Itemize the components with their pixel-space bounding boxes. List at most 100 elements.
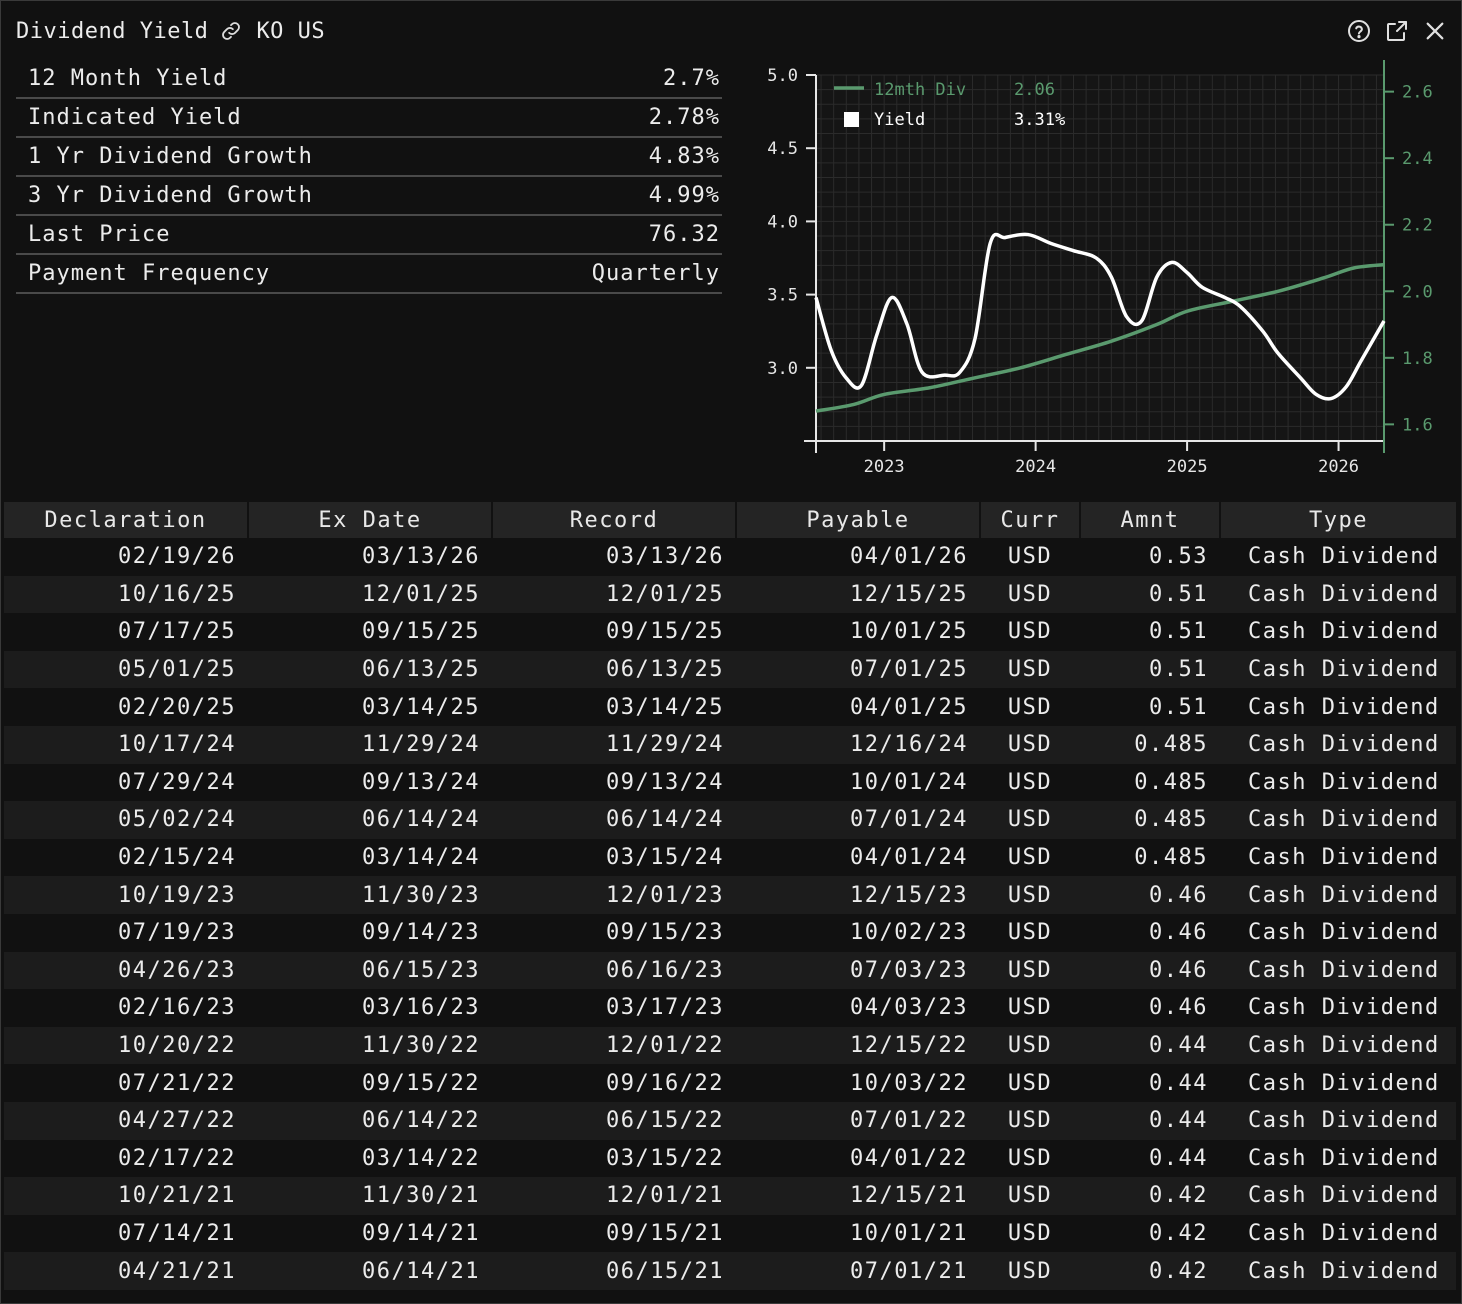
link-icon[interactable] bbox=[220, 20, 242, 42]
table-cell: 03/15/24 bbox=[606, 845, 724, 871]
table-row[interactable]: 07/29/24 09/13/24 09/13/24 10/01/24 USD 0.485… bbox=[4, 764, 1456, 802]
table-cell: 06/13/25 bbox=[248, 650, 492, 689]
table-cell: 11/30/21 bbox=[248, 1177, 492, 1215]
table-row[interactable]: 05/02/24 06/14/24 06/14/24 07/01/24 USD 0.485… bbox=[4, 801, 1456, 839]
table-cell: 12/01/22 bbox=[492, 1026, 736, 1065]
table-cell: 07/17/25 bbox=[118, 619, 236, 645]
table-row[interactable]: 07/19/23 09/14/23 09/15/23 10/02/23 USD 0.46 C… bbox=[4, 914, 1456, 952]
table-cell: USD bbox=[980, 575, 1080, 614]
table-cell: USD bbox=[980, 1101, 1080, 1140]
stat-label: 12 Month Yield bbox=[28, 66, 228, 91]
table-cell: 05/02/24 bbox=[4, 801, 248, 839]
table-cell: 02/15/24 bbox=[118, 845, 236, 871]
legend-label-12mth-div: 12mth Div bbox=[874, 80, 966, 100]
table-cell: 0.51 bbox=[1149, 619, 1208, 645]
legend-swatch-yield bbox=[844, 112, 859, 127]
table-row[interactable]: 10/19/23 11/30/23 12/01/23 12/15/23 USD 0.46 C… bbox=[4, 876, 1456, 914]
table-cell: 09/14/23 bbox=[362, 920, 480, 946]
table-row[interactable]: 10/16/25 12/01/25 12/01/25 12/15/25 USD 0.51 C… bbox=[4, 575, 1456, 614]
table-cell: 12/15/22 bbox=[736, 1026, 980, 1065]
table-row[interactable]: 07/21/22 09/15/22 09/16/22 10/03/22 USD 0.44 C… bbox=[4, 1064, 1456, 1102]
table-row[interactable]: 10/21/21 11/30/21 12/01/21 12/15/21 USD 0.42 C… bbox=[4, 1177, 1456, 1215]
table-cell: 10/01/21 bbox=[850, 1220, 968, 1246]
legend-value-yield: 3.31% bbox=[1014, 110, 1065, 130]
column-header[interactable]: Payable bbox=[735, 502, 980, 538]
table-cell: 12/01/21 bbox=[492, 1177, 736, 1215]
table-row[interactable]: 05/01/25 06/13/25 06/13/25 07/01/25 USD 0.51 C… bbox=[4, 650, 1456, 689]
ticker-label[interactable]: KO US bbox=[256, 18, 326, 44]
table-cell: 12/15/25 bbox=[736, 575, 980, 614]
table-cell: 09/13/24 bbox=[606, 769, 724, 795]
column-header[interactable]: Record bbox=[491, 502, 736, 538]
table-row[interactable]: 02/19/26 03/13/26 03/13/26 04/01/26 USD 0.53 C… bbox=[4, 538, 1456, 576]
y-left-tick-label: 5.0 bbox=[767, 66, 798, 86]
table-cell: 0.51 bbox=[1149, 694, 1208, 720]
table-cell: 07/19/23 bbox=[118, 920, 236, 946]
table-cell: 06/14/22 bbox=[248, 1101, 492, 1140]
table-cell: 07/14/21 bbox=[118, 1220, 236, 1246]
table-cell: 07/01/22 bbox=[736, 1101, 980, 1140]
table-cell: Cash Dividend bbox=[1220, 1177, 1456, 1215]
table-cell: 12/16/24 bbox=[736, 725, 980, 764]
table-cell: 04/27/22 bbox=[4, 1101, 248, 1140]
table-cell: USD bbox=[1007, 544, 1053, 570]
table-cell: 03/14/25 bbox=[362, 694, 480, 720]
table-row[interactable]: 04/27/22 06/14/22 06/15/22 07/01/22 USD 0.44 C… bbox=[4, 1101, 1456, 1140]
page-title: Dividend Yield bbox=[16, 18, 209, 44]
y-right-tick-label: 1.6 bbox=[1402, 415, 1433, 435]
table-cell: 0.485 bbox=[1080, 725, 1220, 764]
table-cell: 09/15/25 bbox=[606, 619, 724, 645]
table-cell: 07/01/25 bbox=[736, 650, 980, 689]
table-cell: 06/14/24 bbox=[492, 801, 736, 839]
table-cell: 06/16/23 bbox=[492, 951, 736, 990]
table-cell: Cash Dividend bbox=[1220, 575, 1456, 614]
table-cell: 12/15/23 bbox=[736, 876, 980, 914]
table-row[interactable]: 02/15/24 03/14/24 03/15/24 04/01/24 USD 0.485… bbox=[4, 839, 1456, 877]
table-row[interactable]: 02/20/25 03/14/25 03/14/25 04/01/25 USD 0.51 C… bbox=[4, 688, 1456, 726]
table-row[interactable]: 04/26/23 06/15/23 06/16/23 07/03/23 USD 0.46 C… bbox=[4, 951, 1456, 990]
table-cell: Cash Dividend bbox=[1248, 544, 1440, 570]
table-row[interactable]: 04/21/21 06/14/21 06/15/21 07/01/21 USD 0.42 C… bbox=[4, 1252, 1456, 1290]
column-header[interactable]: Declaration bbox=[4, 502, 248, 538]
table-cell: Cash Dividend bbox=[1248, 1070, 1440, 1096]
table-row[interactable]: 10/17/24 11/29/24 11/29/24 12/16/24 USD 0.485… bbox=[4, 725, 1456, 764]
table-cell: USD bbox=[1007, 1220, 1053, 1246]
table-row[interactable]: 07/17/25 09/15/25 09/15/25 10/01/25 USD 0.51 C… bbox=[4, 613, 1456, 651]
table-cell: USD bbox=[1007, 694, 1053, 720]
table-row[interactable]: 10/20/22 11/30/22 12/01/22 12/15/22 USD 0.44 C… bbox=[4, 1026, 1456, 1065]
column-header[interactable]: Type bbox=[1219, 502, 1456, 538]
close-icon[interactable] bbox=[1422, 18, 1448, 44]
table-cell: 09/15/23 bbox=[606, 920, 724, 946]
table-cell: 06/14/21 bbox=[248, 1252, 492, 1290]
table-cell: 0.46 bbox=[1080, 951, 1220, 990]
table-cell: 10/19/23 bbox=[4, 876, 248, 914]
table-row[interactable]: 02/17/22 03/14/22 03/15/22 04/01/22 USD 0.44 C… bbox=[4, 1140, 1456, 1178]
column-header[interactable]: Curr bbox=[979, 502, 1080, 538]
series-line-12mth-div bbox=[815, 262, 1385, 413]
table-cell: 02/19/26 bbox=[118, 544, 236, 570]
table-cell: 07/01/24 bbox=[736, 801, 980, 839]
popout-icon[interactable] bbox=[1384, 18, 1410, 44]
legend-value-12mth-div: 2.06 bbox=[1014, 80, 1055, 100]
table-cell: Cash Dividend bbox=[1220, 801, 1456, 839]
table-cell: 03/16/23 bbox=[362, 995, 480, 1021]
column-header[interactable]: Ex Date bbox=[247, 502, 492, 538]
table-cell: 06/13/25 bbox=[492, 650, 736, 689]
table-cell: 11/29/24 bbox=[492, 725, 736, 764]
help-icon[interactable] bbox=[1346, 18, 1372, 44]
table-cell: 0.53 bbox=[1149, 544, 1208, 570]
table-cell: 10/02/23 bbox=[850, 920, 968, 946]
table-row[interactable]: 02/16/23 03/16/23 03/17/23 04/03/23 USD 0.46 C… bbox=[4, 989, 1456, 1027]
table-cell: 12/01/23 bbox=[492, 876, 736, 914]
table-cell: Cash Dividend bbox=[1248, 1220, 1440, 1246]
dividend-history-table: Declaration Ex Date Record Payable Curr Amnt T… bbox=[4, 502, 1456, 1290]
table-cell: 04/03/23 bbox=[850, 995, 968, 1021]
column-header[interactable]: Amnt bbox=[1079, 502, 1220, 538]
table-cell: 0.51 bbox=[1080, 575, 1220, 614]
table-row[interactable]: 07/14/21 09/14/21 09/15/21 10/01/21 USD 0.42 C… bbox=[4, 1215, 1456, 1253]
table-cell: 09/13/24 bbox=[362, 769, 480, 795]
table-cell: 0.42 bbox=[1149, 1220, 1208, 1246]
table-cell: 03/17/23 bbox=[606, 995, 724, 1021]
stat-label: Payment Frequency bbox=[28, 261, 271, 286]
table-cell: 09/15/21 bbox=[606, 1220, 724, 1246]
